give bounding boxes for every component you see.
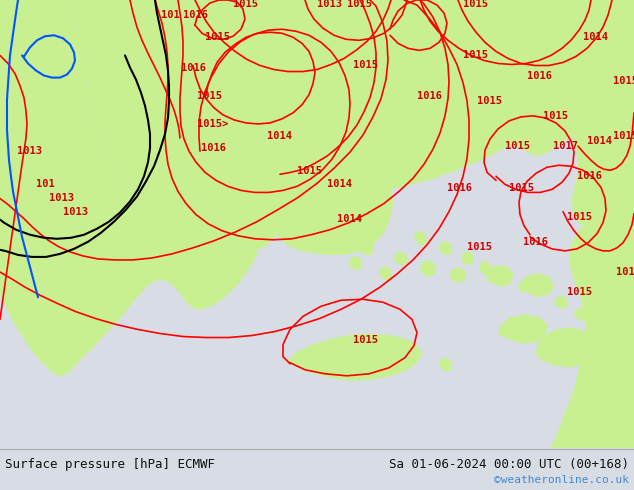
Polygon shape <box>450 267 466 283</box>
Text: 1016: 1016 <box>200 143 226 153</box>
Text: 1015: 1015 <box>612 75 634 86</box>
Text: 1016: 1016 <box>527 71 552 80</box>
Polygon shape <box>414 231 427 246</box>
Text: 1015: 1015 <box>205 32 231 42</box>
Text: 1015: 1015 <box>462 0 488 9</box>
Text: 1015: 1015 <box>198 91 223 101</box>
Polygon shape <box>287 334 422 381</box>
Polygon shape <box>263 139 393 255</box>
Text: 1016: 1016 <box>183 10 207 20</box>
Text: 1014: 1014 <box>583 32 607 42</box>
Text: 101: 101 <box>616 267 634 277</box>
Text: 1015: 1015 <box>543 111 567 121</box>
Polygon shape <box>359 241 374 256</box>
Text: ©weatheronline.co.uk: ©weatheronline.co.uk <box>494 475 629 485</box>
Text: Sa 01-06-2024 00:00 UTC (00+168): Sa 01-06-2024 00:00 UTC (00+168) <box>389 458 629 471</box>
Polygon shape <box>0 0 634 251</box>
Text: 1014: 1014 <box>268 131 292 141</box>
Text: 1016: 1016 <box>181 63 205 73</box>
Polygon shape <box>0 0 37 283</box>
Text: 1015: 1015 <box>233 0 257 9</box>
Text: 1013: 1013 <box>49 194 75 203</box>
Text: 1017: 1017 <box>552 141 578 151</box>
Text: 1015: 1015 <box>510 183 534 194</box>
Polygon shape <box>339 232 352 246</box>
Polygon shape <box>486 265 514 287</box>
Text: 1016: 1016 <box>578 172 602 181</box>
Polygon shape <box>0 0 258 376</box>
Polygon shape <box>309 221 322 236</box>
Text: 1015: 1015 <box>353 60 377 71</box>
Polygon shape <box>536 327 594 368</box>
Text: 1014: 1014 <box>588 136 612 146</box>
Polygon shape <box>498 315 548 343</box>
Text: 1016: 1016 <box>448 183 472 194</box>
Text: 101: 101 <box>36 179 55 189</box>
Text: 1013: 1013 <box>318 0 342 9</box>
Text: 1015: 1015 <box>567 212 593 221</box>
Text: 1013: 1013 <box>18 146 42 156</box>
Text: 1015: 1015 <box>353 335 377 344</box>
Polygon shape <box>554 295 568 309</box>
Polygon shape <box>574 307 588 321</box>
Text: 1015: 1015 <box>612 131 634 141</box>
Text: 1015: 1015 <box>567 287 593 297</box>
Text: 1015: 1015 <box>462 50 488 60</box>
Polygon shape <box>479 261 492 276</box>
Polygon shape <box>518 273 554 297</box>
Polygon shape <box>550 70 634 448</box>
Text: 1014: 1014 <box>328 179 353 189</box>
Text: 1016: 1016 <box>522 237 548 247</box>
Polygon shape <box>349 256 362 271</box>
Text: 1015: 1015 <box>297 166 323 176</box>
Text: 1015: 1015 <box>477 96 503 106</box>
Polygon shape <box>270 208 283 222</box>
Text: 1016: 1016 <box>418 91 443 101</box>
Polygon shape <box>182 248 238 289</box>
Polygon shape <box>379 266 392 281</box>
Text: 1013: 1013 <box>63 207 87 217</box>
Text: 1015: 1015 <box>347 0 373 9</box>
Polygon shape <box>572 0 634 247</box>
Polygon shape <box>439 358 452 372</box>
Polygon shape <box>164 222 192 247</box>
Text: Surface pressure [hPa] ECMWF: Surface pressure [hPa] ECMWF <box>5 458 215 471</box>
Polygon shape <box>420 260 436 277</box>
Polygon shape <box>439 241 452 256</box>
Text: 1015: 1015 <box>467 242 493 252</box>
Polygon shape <box>461 251 474 266</box>
Text: 1015: 1015 <box>505 141 531 151</box>
Text: 101: 101 <box>160 10 179 20</box>
Polygon shape <box>393 251 408 266</box>
Polygon shape <box>277 138 392 245</box>
Text: 1015>: 1015> <box>197 119 229 129</box>
Text: 1014: 1014 <box>337 214 363 223</box>
